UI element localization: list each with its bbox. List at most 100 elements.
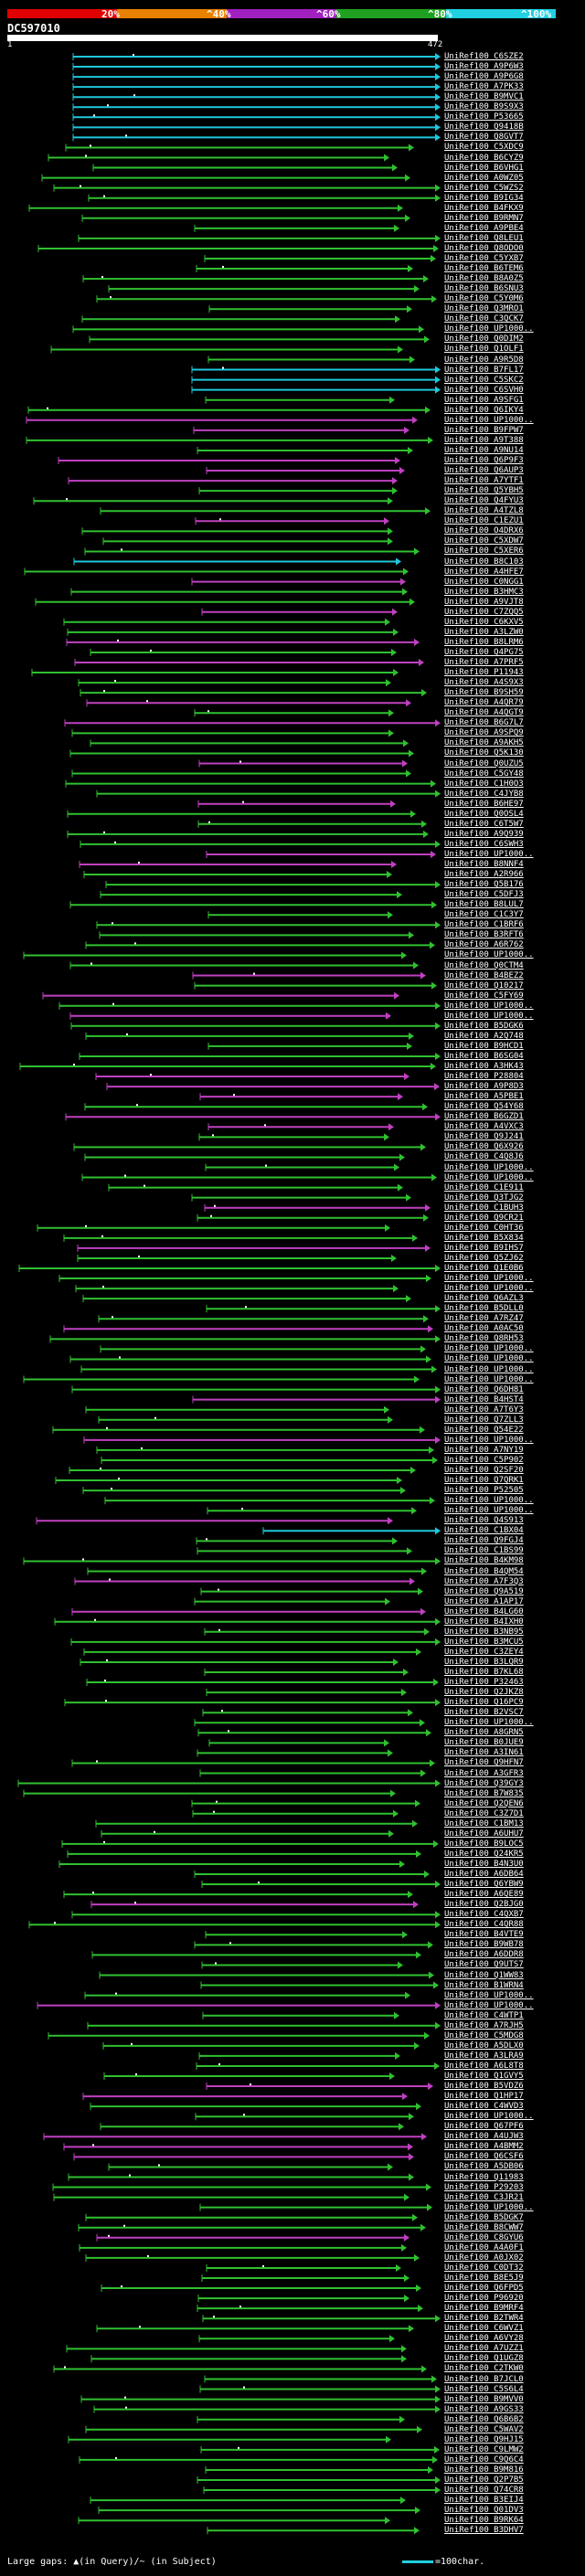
- hit-label[interactable]: UniRef100_B8LUL7: [444, 900, 524, 910]
- hit-label[interactable]: UniRef100_UP1000..: [444, 1506, 534, 1516]
- hit-label[interactable]: UniRef100_Q01DV3: [444, 2506, 524, 2516]
- hit-label[interactable]: UniRef100_C0HT36: [444, 1223, 524, 1233]
- hit-label[interactable]: UniRef100_UP1000..: [444, 1990, 534, 2000]
- hit-label[interactable]: UniRef100_Q6B6B2: [444, 2414, 524, 2424]
- hit-label[interactable]: UniRef100_B9MVC1: [444, 92, 524, 102]
- hit-label[interactable]: UniRef100_UP1000..: [444, 415, 534, 425]
- hit-label[interactable]: UniRef100_UP1000..: [444, 1162, 534, 1172]
- hit-label[interactable]: UniRef100_P11943: [444, 668, 524, 678]
- hit-label[interactable]: UniRef100_Q11983: [444, 2172, 524, 2182]
- hit-label[interactable]: UniRef100_C4QXB7: [444, 1910, 524, 1920]
- hit-label[interactable]: UniRef100_Q2JKZ8: [444, 1688, 524, 1698]
- hit-label[interactable]: UniRef100_P52505: [444, 1486, 524, 1496]
- hit-label[interactable]: UniRef100_B5DGK7: [444, 2212, 524, 2222]
- hit-label[interactable]: UniRef100_C4Q8J6: [444, 1152, 524, 1162]
- hit-label[interactable]: UniRef100_A0AC50: [444, 1324, 524, 1334]
- hit-label[interactable]: UniRef100_A9Q939: [444, 829, 524, 839]
- hit-label[interactable]: UniRef100_A9T388: [444, 435, 524, 445]
- hit-label[interactable]: UniRef100_B5DLL0: [444, 1304, 524, 1314]
- hit-label[interactable]: UniRef100_C1BUH3: [444, 1203, 524, 1213]
- hit-label[interactable]: UniRef100_Q6X926: [444, 1142, 524, 1152]
- hit-label[interactable]: UniRef100_A9SPQ9: [444, 728, 524, 738]
- hit-label[interactable]: UniRef100_B6SG04: [444, 1051, 524, 1061]
- hit-label[interactable]: UniRef100_C5GY48: [444, 769, 524, 779]
- hit-label[interactable]: UniRef100_A9P6G8: [444, 72, 524, 82]
- hit-label[interactable]: UniRef100_B9S9X3: [444, 102, 524, 112]
- hit-label[interactable]: UniRef100_UP1000..: [444, 1344, 534, 1354]
- hit-label[interactable]: UniRef100_UP1000..: [444, 1001, 534, 1011]
- hit-label[interactable]: UniRef100_A3LRA9: [444, 2051, 524, 2061]
- hit-label[interactable]: UniRef100_A1AP17: [444, 1596, 524, 1606]
- hit-label[interactable]: UniRef100_C6WVZ1: [444, 2324, 524, 2334]
- hit-label[interactable]: UniRef100_C6T5W7: [444, 819, 524, 829]
- hit-label[interactable]: UniRef100_C1BM13: [444, 1818, 524, 1829]
- hit-label[interactable]: UniRef100_C4WVD3: [444, 2102, 524, 2112]
- hit-label[interactable]: UniRef100_Q5K130: [444, 748, 524, 758]
- hit-label[interactable]: UniRef100_C7ZQQ5: [444, 607, 524, 617]
- hit-label[interactable]: UniRef100_UP1000..: [444, 950, 534, 960]
- hit-label[interactable]: UniRef100_Q9J241: [444, 1132, 524, 1142]
- hit-label[interactable]: UniRef100_Q9A519: [444, 1586, 524, 1596]
- hit-label[interactable]: UniRef100_C3JR21: [444, 2192, 524, 2202]
- hit-label[interactable]: UniRef100_C1C3Y7: [444, 910, 524, 920]
- hit-label[interactable]: UniRef100_Q5ZJ62: [444, 1253, 524, 1263]
- hit-label[interactable]: UniRef100_B7W835: [444, 1788, 524, 1798]
- hit-label[interactable]: UniRef100_A9R5D8: [444, 355, 524, 365]
- hit-label[interactable]: UniRef100_O4DRX6: [444, 526, 524, 536]
- hit-label[interactable]: UniRef100_A2R966: [444, 870, 524, 880]
- hit-label[interactable]: UniRef100_A7YTF1: [444, 476, 524, 486]
- hit-label[interactable]: UniRef100_B9SH59: [444, 688, 524, 698]
- hit-label[interactable]: UniRef100_A3HK43: [444, 1062, 524, 1071]
- hit-label[interactable]: UniRef100_A4S9X3: [444, 678, 524, 688]
- hit-label[interactable]: UniRef100_P28804: [444, 1072, 524, 1082]
- hit-label[interactable]: UniRef100_A3LZW0: [444, 627, 524, 637]
- hit-label[interactable]: UniRef100_Q2BJG0: [444, 1900, 524, 1910]
- hit-label[interactable]: UniRef100_B9WB78: [444, 1940, 524, 1950]
- hit-label[interactable]: UniRef100_Q3TJG2: [444, 1193, 524, 1203]
- hit-label[interactable]: UniRef100_A6DDR8: [444, 1950, 524, 1960]
- hit-label[interactable]: UniRef100_B9IG34: [444, 193, 524, 203]
- hit-label[interactable]: UniRef100_C3Z7D1: [444, 1808, 524, 1818]
- hit-label[interactable]: UniRef100_A7PRF5: [444, 658, 524, 667]
- hit-label[interactable]: UniRef100_Q1HP17: [444, 2092, 524, 2102]
- hit-label[interactable]: UniRef100_A6QE89: [444, 1890, 524, 1900]
- hit-label[interactable]: UniRef100_Q8GVT7: [444, 133, 524, 143]
- hit-label[interactable]: UniRef100_B4IXH0: [444, 1617, 524, 1627]
- hit-label[interactable]: UniRef100_UP1000..: [444, 1274, 534, 1284]
- hit-label[interactable]: UniRef100_C1BX04: [444, 1526, 524, 1536]
- hit-label[interactable]: UniRef100_B9RK64: [444, 2516, 524, 2526]
- hit-label[interactable]: UniRef100_C6KXV5: [444, 617, 524, 627]
- hit-label[interactable]: UniRef100_A9AKH5: [444, 738, 524, 748]
- hit-label[interactable]: UniRef100_B8C103: [444, 557, 524, 567]
- hit-label[interactable]: UniRef100_B3RFT6: [444, 930, 524, 940]
- hit-label[interactable]: UniRef100_C1BS99: [444, 1546, 524, 1556]
- hit-label[interactable]: UniRef100_B5X834: [444, 1233, 524, 1243]
- hit-label[interactable]: UniRef100_B4KM98: [444, 1556, 524, 1566]
- hit-label[interactable]: UniRef100_Q6YBW9: [444, 1880, 524, 1890]
- hit-label[interactable]: UniRef100_A4TZL8: [444, 506, 524, 516]
- hit-label[interactable]: UniRef100_C4QR88: [444, 1920, 524, 1930]
- hit-label[interactable]: UniRef100_Q9418B: [444, 122, 524, 133]
- hit-label[interactable]: UniRef100_B4FKX9: [444, 203, 524, 213]
- hit-label[interactable]: UniRef100_C5P902: [444, 1455, 524, 1465]
- hit-label[interactable]: UniRef100_UP1000..: [444, 1374, 534, 1384]
- hit-label[interactable]: UniRef100_Q24KR5: [444, 1849, 524, 1859]
- hit-label[interactable]: UniRef100_UP1000..: [444, 1435, 534, 1445]
- hit-label[interactable]: UniRef100_B4QM54: [444, 1566, 524, 1576]
- hit-label[interactable]: UniRef100_Q9HFN7: [444, 1758, 524, 1768]
- hit-label[interactable]: UniRef100_A9P8D3: [444, 1082, 524, 1092]
- hit-label[interactable]: UniRef100_A9GS33: [444, 2404, 524, 2414]
- hit-label[interactable]: UniRef100_UP1000..: [444, 1011, 534, 1021]
- hit-label[interactable]: UniRef100_B9LOC5: [444, 1839, 524, 1849]
- hit-label[interactable]: UniRef100_C5DFJ3: [444, 890, 524, 900]
- hit-label[interactable]: UniRef100_Q2P7B5: [444, 2475, 524, 2485]
- hit-label[interactable]: UniRef100_C9LMW2: [444, 2444, 524, 2454]
- hit-label[interactable]: UniRef100_Q1UGZ8: [444, 2354, 524, 2364]
- hit-label[interactable]: UniRef100_B6TEM6: [444, 264, 524, 274]
- hit-label[interactable]: UniRef100_C5S6L4: [444, 2384, 524, 2394]
- hit-label[interactable]: UniRef100_A7UZZ1: [444, 2344, 524, 2354]
- hit-label[interactable]: UniRef100_B4BEZ2: [444, 970, 524, 981]
- hit-label[interactable]: UniRef100_Q6FPD5: [444, 2284, 524, 2294]
- hit-label[interactable]: UniRef100_Q6CSF6: [444, 2152, 524, 2162]
- hit-label[interactable]: UniRef100_A4QR79: [444, 698, 524, 708]
